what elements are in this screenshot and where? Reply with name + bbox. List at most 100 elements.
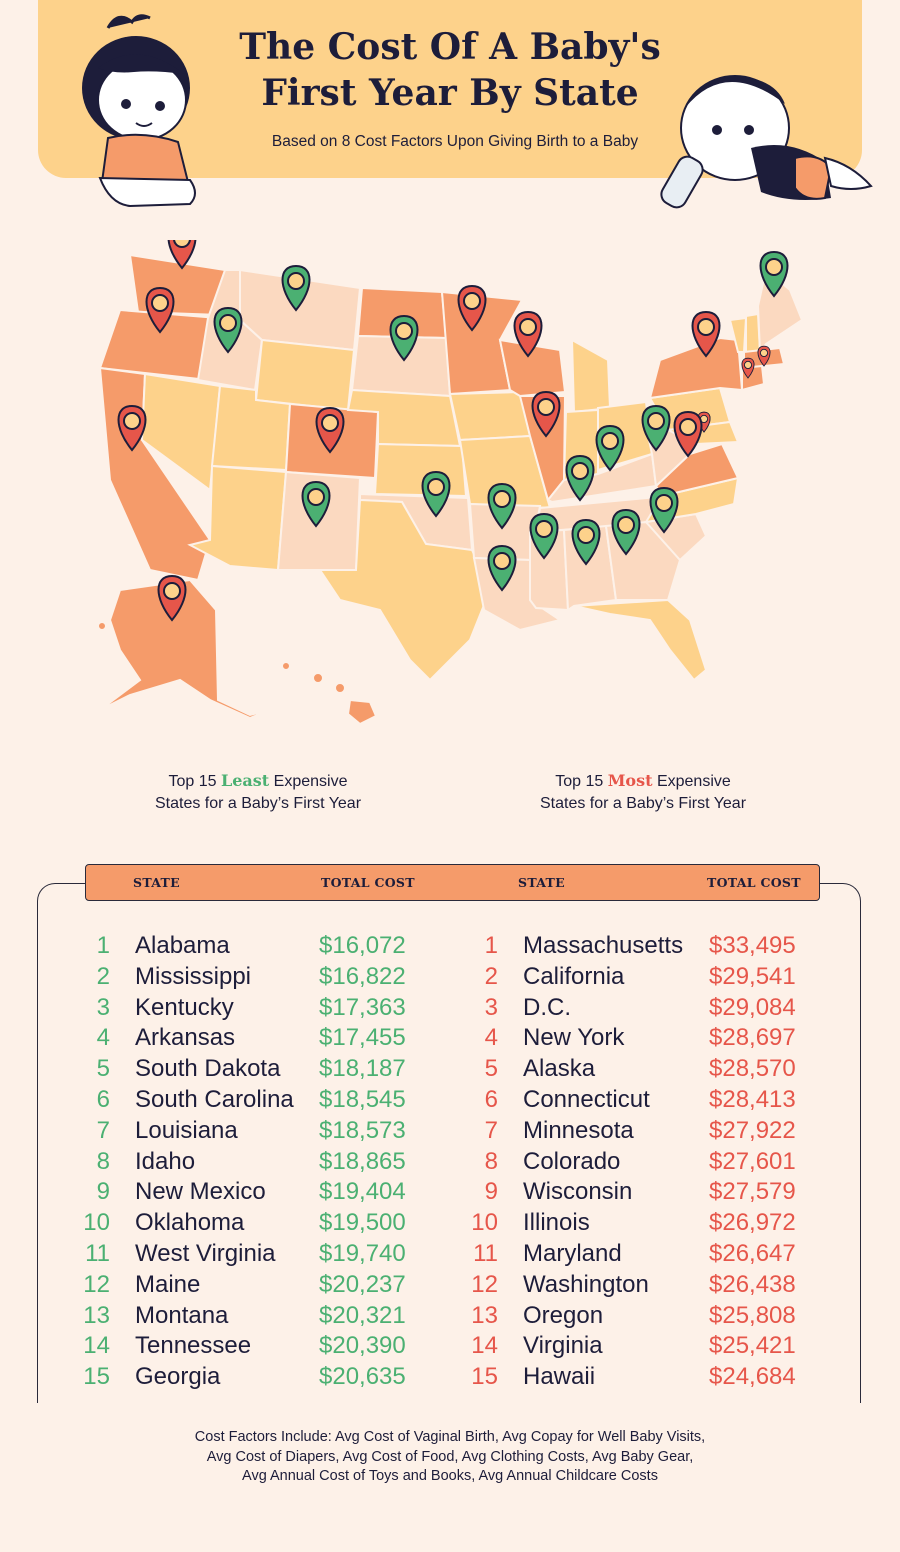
caption-least-line2: States for a Baby’s First Year (154, 795, 362, 812)
most-row: 13 Oregon $25,808 (466, 1302, 816, 1333)
map-pin-arkansas-least (487, 482, 517, 530)
rank: 5 (484, 1055, 498, 1083)
rank: 13 (471, 1301, 498, 1329)
state-wyoming (254, 338, 356, 412)
total-cost: $28,697 (709, 1024, 796, 1052)
rank: 9 (96, 1178, 110, 1206)
least-row: 2 Mississippi $16,822 (78, 963, 428, 994)
state-name: Colorado (523, 1147, 621, 1175)
least-row: 10 Oklahoma $19,500 (78, 1209, 428, 1240)
state-michigan (570, 338, 612, 414)
caption-least-suffix: Expensive (269, 773, 348, 790)
least-row: 4 Arkansas $17,455 (78, 1024, 428, 1055)
least-expensive-list: 1 Alabama $16,072 2 Mississippi $16,822 3 Kentu… (78, 932, 428, 1394)
hawaii-island-small-3 (334, 682, 346, 694)
state-name: Alaska (523, 1055, 596, 1083)
map-pin-south-dakota-least (389, 314, 419, 362)
map-pin-massachusetts-most (757, 345, 771, 367)
rank: 14 (83, 1332, 110, 1360)
rank: 6 (484, 1085, 498, 1113)
map-pin-south-carolina-least (649, 486, 679, 534)
state-name: Louisiana (135, 1116, 238, 1144)
state-name: Minnesota (523, 1116, 634, 1144)
most-row: 8 Colorado $27,601 (466, 1148, 816, 1179)
rank: 8 (484, 1147, 498, 1175)
least-row: 6 South Carolina $18,545 (78, 1086, 428, 1117)
map-pin-tennessee-least (565, 454, 595, 502)
least-row: 11 West Virginia $19,740 (78, 1240, 428, 1271)
least-row: 9 New Mexico $19,404 (78, 1178, 428, 1209)
header-cost-right: TOTAL COST (707, 875, 801, 890)
total-cost: $33,495 (709, 932, 796, 959)
total-cost: $25,421 (709, 1332, 796, 1360)
least-row: 8 Idaho $18,865 (78, 1148, 428, 1179)
map-markers (117, 240, 789, 622)
title-line-2: First Year By State (261, 72, 639, 114)
caption-least-highlight: Least (221, 771, 270, 790)
alaska-island (97, 621, 107, 631)
state-name: Mississippi (135, 962, 252, 990)
rank: 4 (96, 1024, 110, 1052)
hawaii-island-small-2 (312, 672, 324, 684)
rank: 5 (96, 1055, 110, 1083)
state-hawaii (346, 698, 378, 726)
map-pin-alabama-least (571, 518, 601, 566)
rank: 7 (96, 1116, 110, 1144)
total-cost: $26,647 (709, 1239, 796, 1267)
total-cost: $17,363 (319, 993, 406, 1021)
state-name: Wisconsin (523, 1178, 633, 1206)
least-row: 14 Tennessee $20,390 (78, 1332, 428, 1363)
total-cost: $27,601 (709, 1147, 796, 1175)
total-cost: $20,321 (319, 1301, 406, 1329)
total-cost: $29,541 (709, 962, 796, 990)
most-row: 7 Minnesota $27,922 (466, 1117, 816, 1148)
total-cost: $26,972 (709, 1209, 796, 1237)
total-cost: $28,413 (709, 1085, 796, 1113)
state-name: Tennessee (135, 1332, 252, 1360)
cost-factors-note: Cost Factors Include: Avg Cost of Vagina… (100, 1428, 800, 1487)
caption-most-prefix: Top 15 (555, 773, 608, 790)
rank: 13 (83, 1301, 110, 1329)
rank: 10 (83, 1209, 110, 1237)
most-row: 14 Virginia $25,421 (466, 1332, 816, 1363)
most-row: 15 Hawaii $24,684 (466, 1363, 816, 1394)
map-pin-kentucky-least (595, 424, 625, 472)
map-pin-california-most (117, 404, 147, 452)
total-cost: $28,570 (709, 1055, 796, 1083)
rank: 3 (484, 993, 498, 1021)
most-row: 5 Alaska $28,570 (466, 1055, 816, 1086)
map-pin-minnesota-most (457, 284, 487, 332)
map-pin-maine-least (759, 250, 789, 298)
map-pin-georgia-least (611, 508, 641, 556)
most-row: 9 Wisconsin $27,579 (466, 1178, 816, 1209)
map-pin-washington-most (167, 240, 197, 270)
state-name: Montana (135, 1301, 229, 1329)
total-cost: $19,500 (319, 1209, 406, 1237)
rank: 12 (83, 1270, 110, 1298)
state-texas (318, 498, 492, 682)
rank: 15 (83, 1363, 110, 1391)
least-row: 12 Maine $20,237 (78, 1271, 428, 1302)
state-name: New Mexico (135, 1178, 266, 1206)
rank: 12 (471, 1270, 498, 1298)
least-row: 3 Kentucky $17,363 (78, 994, 428, 1025)
caption-most-line2: States for a Baby’s First Year (539, 795, 747, 812)
total-cost: $16,822 (319, 962, 406, 990)
map-states (97, 253, 804, 726)
map-pin-montana-least (281, 264, 311, 312)
caption-least-prefix: Top 15 (168, 773, 221, 790)
state-name: Oklahoma (135, 1209, 245, 1237)
state-name: Maine (135, 1270, 201, 1298)
map-pin-mississippi-least (529, 512, 559, 560)
state-name: Idaho (135, 1147, 196, 1175)
rank: 10 (471, 1209, 498, 1237)
total-cost: $19,740 (319, 1239, 406, 1267)
title-line-1: The Cost Of A Baby's (239, 26, 661, 68)
total-cost: $20,635 (319, 1363, 406, 1391)
table-header-bar: STATE TOTAL COST STATE TOTAL COST (85, 864, 820, 901)
state-name: South Dakota (135, 1055, 281, 1083)
total-cost: $18,865 (319, 1147, 406, 1175)
page-title: The Cost Of A Baby's First Year By State (200, 24, 700, 116)
header-state-right: STATE (518, 875, 565, 890)
total-cost: $17,455 (319, 1024, 406, 1052)
